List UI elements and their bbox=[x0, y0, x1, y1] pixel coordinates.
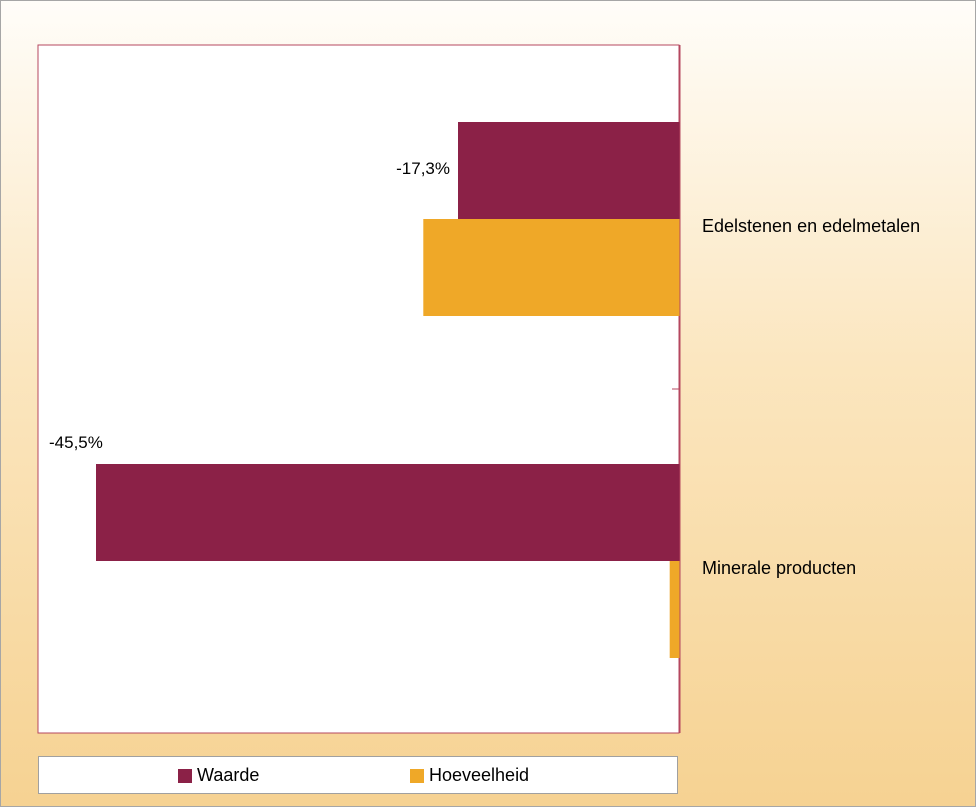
category-label-1: Minerale producten bbox=[702, 558, 856, 578]
legend-item-hoeveelheid: Hoeveelheid bbox=[410, 765, 529, 786]
data-label-waarde-1: -45,5% bbox=[49, 433, 103, 452]
legend-label-waarde: Waarde bbox=[197, 765, 260, 785]
data-label-waarde-0: -17,3% bbox=[396, 159, 450, 178]
bar-hoeveelheid-0 bbox=[423, 219, 680, 316]
bar-hoeveelheid-1 bbox=[669, 561, 680, 658]
legend-label-hoeveelheid: Hoeveelheid bbox=[429, 765, 530, 785]
category-label-0: Edelstenen en edelmetalen bbox=[702, 216, 920, 236]
legend-swatch-waarde bbox=[178, 768, 192, 783]
bars-layer bbox=[96, 122, 680, 658]
chart-svg: Edelstenen en edelmetalen Minerale produc… bbox=[37, 44, 920, 734]
bar-waarde-0 bbox=[458, 122, 680, 219]
legend: Waarde Hoeveelheid bbox=[38, 756, 678, 794]
legend-item-waarde: Waarde bbox=[178, 765, 259, 786]
bar-waarde-1 bbox=[96, 464, 680, 561]
labels-layer: Edelstenen en edelmetalen Minerale produc… bbox=[49, 45, 920, 733]
legend-swatch-hoeveelheid bbox=[410, 768, 424, 783]
